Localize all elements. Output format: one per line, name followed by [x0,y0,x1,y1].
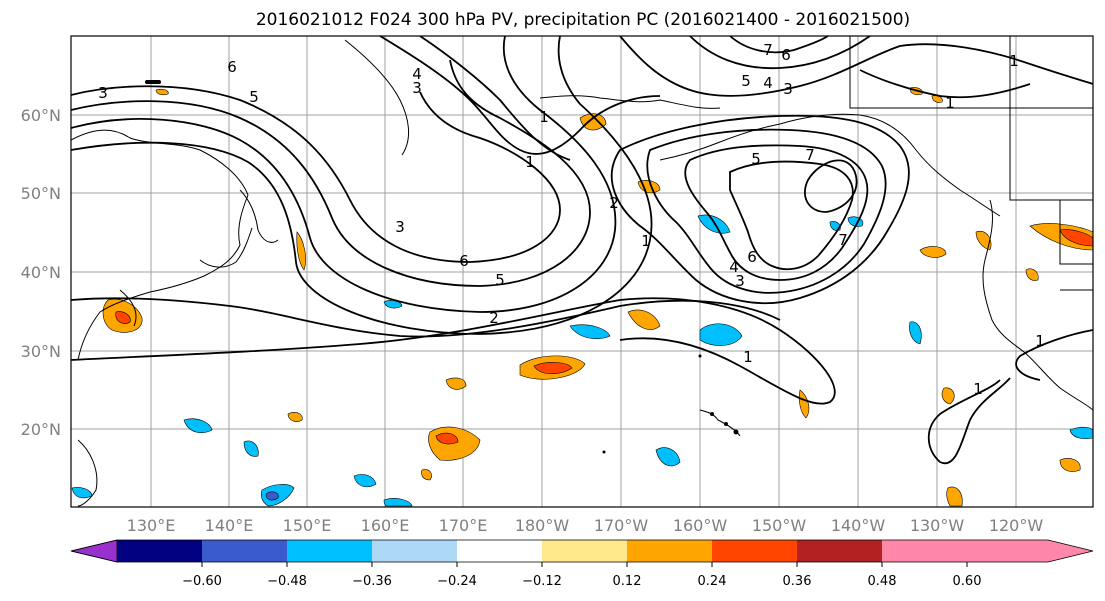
contour-label: 1 [641,232,651,250]
lon-label: 130°E [127,516,176,535]
contour-label: 1 [973,380,983,398]
contour-label: 4 [763,74,773,92]
lon-label: 150°E [283,516,332,535]
precip-positive-patches [102,87,1094,507]
contour-label: 3 [783,80,793,98]
contour-label: 6 [747,248,757,266]
pv-contours [70,35,1094,465]
lat-label: 40°N [21,263,61,282]
map-frame [70,35,1094,508]
lat-label: 60°N [21,106,61,125]
latitude-labels: 60°N 50°N 40°N 30°N 20°N [21,106,61,439]
contour-label: 1 [539,108,549,126]
colorbar-swatch [797,540,882,562]
contour-label: 6 [781,46,791,64]
lon-label: 150°W [752,516,807,535]
lon-label: 140°W [831,516,886,535]
map-panel: 3 6 5 4 3 1 7 6 5 4 3 1 5 7 1 2 3 6 5 2 … [70,35,1094,508]
coastlines [70,36,1094,507]
contour-label: 5 [249,88,259,106]
contour-label: 2 [609,194,619,212]
colorbar-tick-label: 0.12 [613,574,642,589]
colorbar-swatch [542,540,627,562]
contour-label: 1 [945,94,955,112]
colorbar-tick-label: −0.12 [522,574,562,589]
colorbar-swatch [457,540,542,562]
contour-label: 3 [98,84,108,102]
islands [145,80,739,454]
lat-label: 50°N [21,184,61,203]
colorbar-swatch [117,540,202,562]
colorbar-tick-label: −0.60 [182,574,222,589]
contour-label: 4 [412,65,422,83]
contour-label: 5 [495,271,505,289]
contour-label: 3 [735,272,745,290]
lon-label: 120°W [989,516,1044,535]
lon-label: 180°W [515,516,570,535]
map-title: 2016021012 F024 300 hPa PV, precipitatio… [256,10,910,30]
lon-label: 170°E [439,516,488,535]
colorbar-swatch [287,540,372,562]
contour-labels: 3 6 5 4 3 1 7 6 5 4 3 1 5 7 1 2 3 6 5 2 … [98,41,1045,398]
colorbar-tick-label: −0.24 [437,574,477,589]
contour-label: 1 [1035,332,1045,350]
lon-label: 170°W [594,516,649,535]
colorbar: −0.60 −0.48 −0.36 −0.24 −0.12 0.12 0.24 … [70,539,1094,589]
colorbar-swatch [627,540,712,562]
contour-label: 1 [1009,52,1019,70]
contour-label: 6 [227,58,237,76]
contour-label: 1 [743,348,753,366]
lon-label: 160°E [361,516,410,535]
contour-label: 7 [805,146,815,164]
lon-label: 160°W [673,516,728,535]
colorbar-tick-label: 0.48 [868,574,897,589]
colorbar-extend-min [70,539,118,563]
colorbar-swatch [202,540,287,562]
contour-label: 6 [459,252,469,270]
contour-label: 5 [741,72,751,90]
lon-label: 130°W [910,516,965,535]
colorbar-swatch [712,540,797,562]
lat-label: 20°N [21,420,61,439]
contour-label: 2 [489,309,499,327]
colorbar-tick-label: −0.36 [352,574,392,589]
colorbar-tick-label: 0.24 [698,574,727,589]
contour-label: 1 [525,153,535,171]
contour-label: 3 [412,79,422,97]
colorbar-tick-label: −0.48 [267,574,307,589]
lat-label: 30°N [21,342,61,361]
contour-label: 7 [838,231,848,249]
contour-label: 5 [751,150,761,168]
colorbar-tick-label: 0.60 [953,574,982,589]
colorbar-swatch [372,540,457,562]
colorbar-tick-label: 0.36 [783,574,812,589]
contour-label: 7 [763,41,773,59]
colorbar-swatch [882,540,967,562]
lon-label: 140°E [205,516,254,535]
contour-label: 4 [729,258,739,276]
longitude-labels: 130°E 140°E 150°E 160°E 170°E 180°W 170°… [127,516,1044,535]
contour-label: 3 [395,218,405,236]
